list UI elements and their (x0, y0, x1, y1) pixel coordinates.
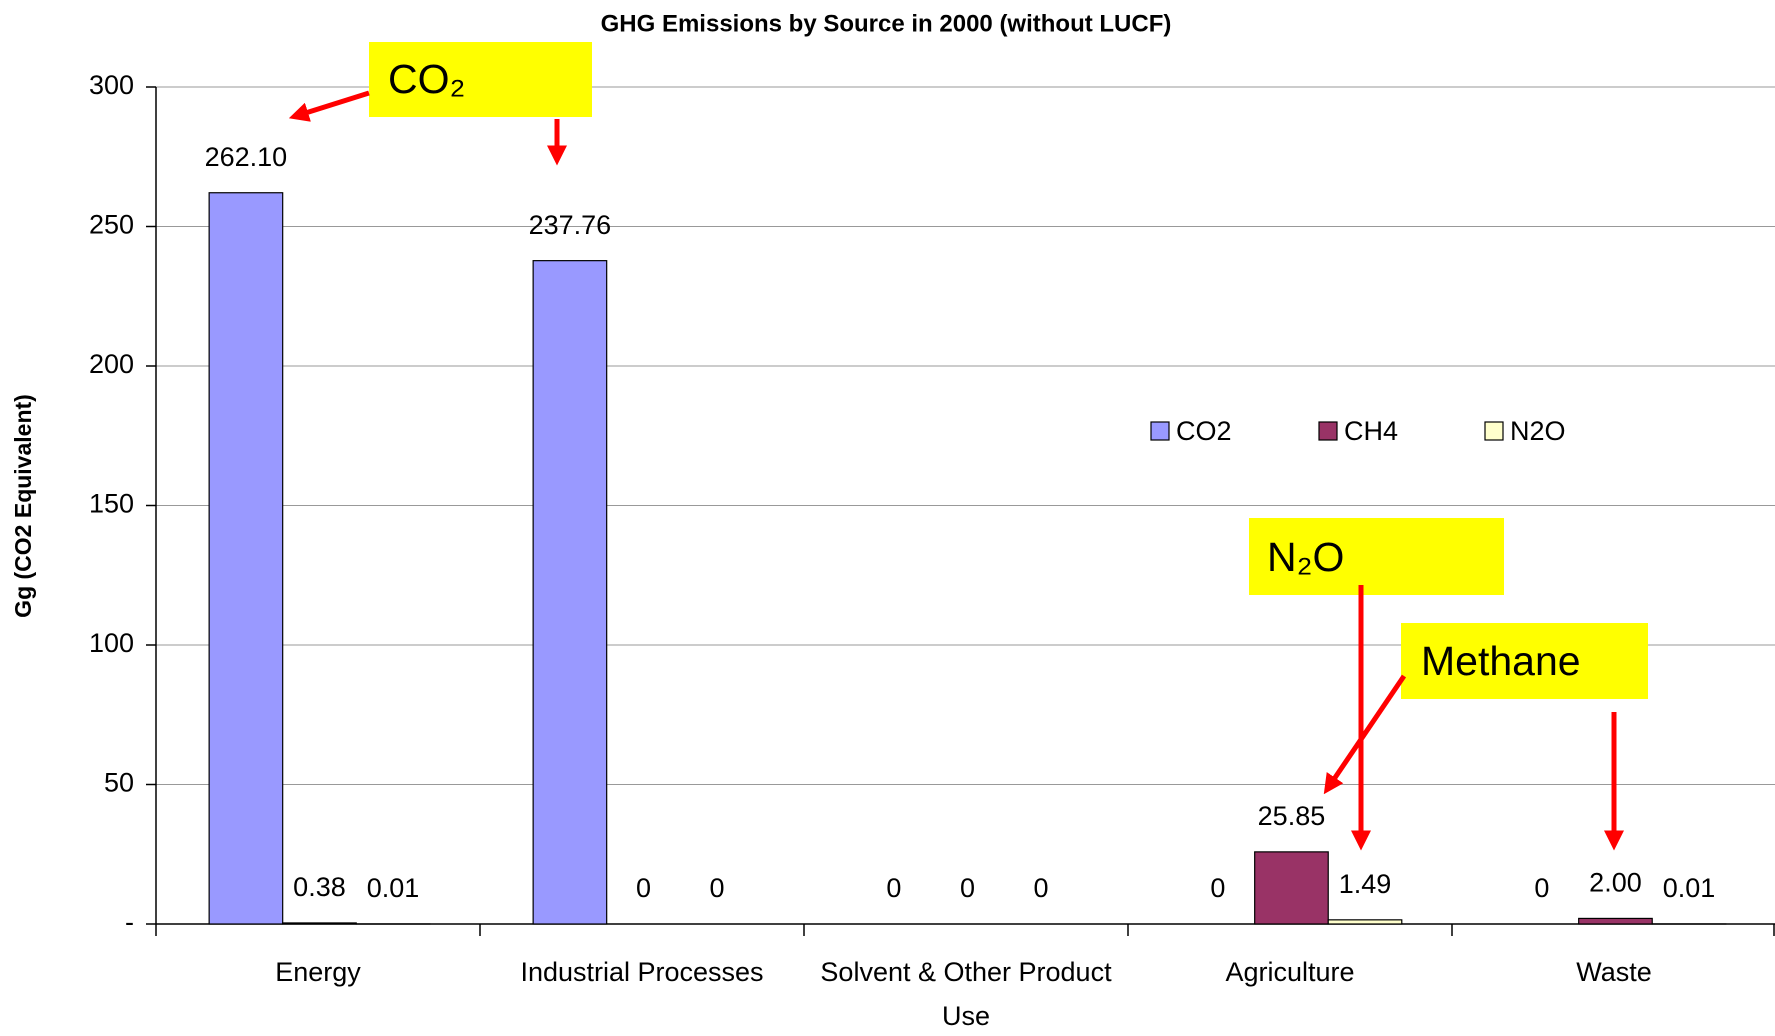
annotation-box (369, 42, 592, 117)
annotation-box (1401, 623, 1648, 699)
y-tick-label: 300 (89, 70, 134, 100)
y-tick-label: - (125, 907, 134, 937)
y-tick-label: 250 (89, 210, 134, 240)
y-tick-label: 50 (104, 768, 134, 798)
x-tick-label: Agriculture (1225, 957, 1354, 987)
value-label: 0 (1033, 873, 1048, 903)
bar (282, 922, 357, 925)
value-label: 0 (960, 873, 975, 903)
bar (1327, 919, 1403, 925)
y-tick-label: 100 (89, 628, 134, 658)
value-label: 0 (636, 873, 651, 903)
value-label: 1.49 (1339, 869, 1392, 899)
legend-swatch (1318, 421, 1338, 441)
bar (532, 260, 608, 925)
value-label: 0.01 (367, 873, 420, 903)
value-label: 237.76 (529, 210, 612, 240)
value-label: 0 (1210, 873, 1225, 903)
value-label: 0 (886, 873, 901, 903)
legend-swatch (1484, 421, 1504, 441)
arrow (1323, 674, 1407, 795)
value-label: 0.38 (293, 872, 346, 902)
x-tick-label: Industrial Processes (520, 957, 763, 987)
x-tick-label: Energy (275, 957, 361, 987)
value-label: 0.01 (1663, 873, 1716, 903)
y-axis-label: Gg (CO2 Equivalent) (10, 394, 36, 618)
bar (1578, 917, 1653, 925)
arrow (288, 90, 370, 122)
value-label: 25.85 (1258, 801, 1326, 831)
bar (1254, 851, 1329, 925)
legend-swatch (1150, 421, 1170, 441)
annotation: N₂O (1267, 534, 1344, 580)
value-label: 0 (1534, 873, 1549, 903)
legend-label: CH4 (1344, 416, 1398, 446)
legend-label: CO2 (1176, 416, 1232, 446)
x-tick-label: Solvent & Other Product Use (820, 957, 1112, 1031)
y-tick-label: 200 (89, 349, 134, 379)
annotation: Methane (1421, 638, 1581, 684)
value-label: 0 (709, 873, 724, 903)
chart-title: GHG Emissions by Source in 2000 (without… (601, 10, 1172, 37)
x-tick-label: Waste (1576, 957, 1652, 987)
annotations: CO₂ N₂O Methane (288, 42, 1648, 851)
value-label: 262.10 (205, 142, 288, 172)
y-tick-label: 150 (89, 489, 134, 519)
bar (208, 192, 284, 925)
annotation-box (1249, 518, 1504, 595)
legend-label: N2O (1510, 416, 1566, 446)
value-label: 2.00 (1589, 868, 1642, 898)
annotation: CO₂ (388, 56, 465, 102)
